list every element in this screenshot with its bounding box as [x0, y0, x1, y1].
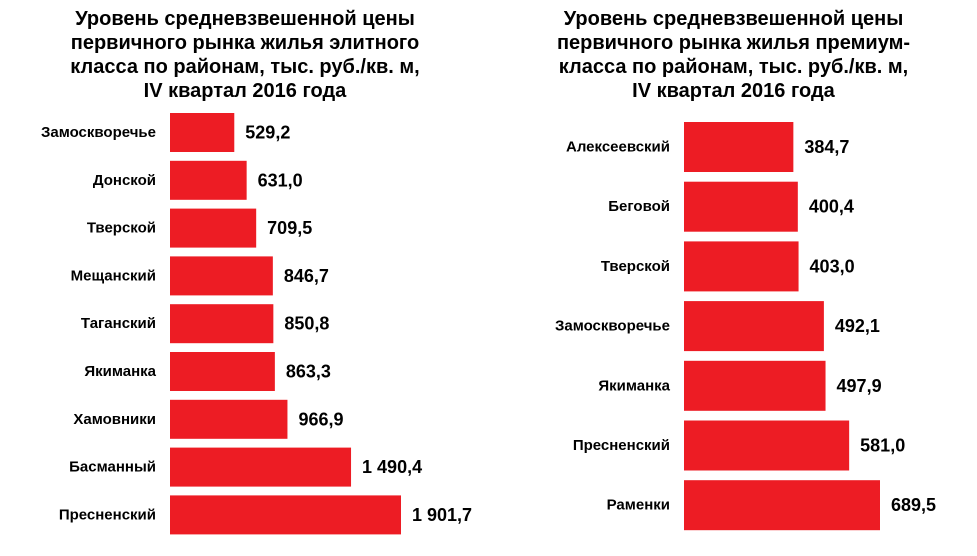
category-label: Замоскворечье	[555, 318, 670, 335]
value-label: 529,2	[245, 123, 290, 143]
value-label: 850,8	[284, 314, 329, 334]
elite-chart-panel: Уровень средневзвешенной цены первичного…	[41, 8, 472, 535]
bar	[170, 256, 273, 296]
value-label: 863,3	[286, 362, 331, 382]
category-label: Пресненский	[573, 437, 670, 454]
elite-chart-plot: Замоскворечье 529,2 Донской 631,0 Тверской 70…	[41, 113, 472, 535]
category-label: Замоскворечье	[41, 124, 156, 141]
value-label: 1 490,4	[362, 457, 422, 477]
category-label: Раменки	[607, 497, 670, 514]
bar	[684, 181, 798, 232]
elite-chart-title: Уровень средневзвешенной цены первичного…	[70, 8, 420, 102]
category-label: Алексеевский	[566, 139, 670, 156]
bar	[684, 480, 880, 531]
bar	[684, 301, 824, 352]
bar	[684, 420, 850, 471]
bar	[170, 160, 247, 200]
category-label: Басманный	[69, 459, 156, 476]
value-label: 966,9	[298, 409, 343, 429]
bar	[170, 352, 275, 391]
value-label: 846,7	[284, 266, 329, 286]
category-label: Хамовники	[73, 411, 156, 428]
value-label: 631,0	[258, 170, 303, 190]
value-label: 400,4	[809, 197, 854, 217]
bar	[684, 241, 799, 292]
premium-chart-title: Уровень средневзвешенной цены первичного…	[556, 8, 911, 102]
bar	[684, 360, 826, 411]
bar	[170, 208, 257, 248]
bar	[684, 122, 794, 172]
value-label: 1 901,7	[412, 505, 472, 525]
category-label: Тверской	[601, 258, 670, 275]
category-label: Якиманка	[84, 363, 156, 380]
bar	[170, 495, 401, 535]
value-label: 709,5	[267, 218, 312, 238]
bar	[170, 447, 352, 487]
bar	[170, 399, 288, 439]
category-label: Таганский	[81, 315, 156, 332]
bar	[170, 113, 235, 152]
category-label: Пресненский	[59, 506, 156, 523]
value-label: 581,0	[860, 436, 905, 456]
value-label: 403,0	[810, 256, 855, 276]
value-label: 384,7	[804, 137, 849, 157]
category-label: Мещанский	[71, 267, 156, 284]
category-label: Якиманка	[598, 377, 670, 394]
value-label: 492,1	[835, 316, 880, 336]
category-label: Тверской	[87, 220, 156, 237]
premium-chart-panel: Уровень средневзвешенной цены первичного…	[490, 0, 977, 556]
category-label: Беговой	[608, 198, 670, 215]
value-label: 497,9	[837, 376, 882, 396]
category-label: Донской	[93, 172, 156, 189]
premium-chart-plot: Алексеевский 384,7 Беговой 400,4 Тверской 403…	[555, 122, 936, 531]
bar	[170, 304, 274, 344]
value-label: 689,5	[891, 495, 936, 515]
